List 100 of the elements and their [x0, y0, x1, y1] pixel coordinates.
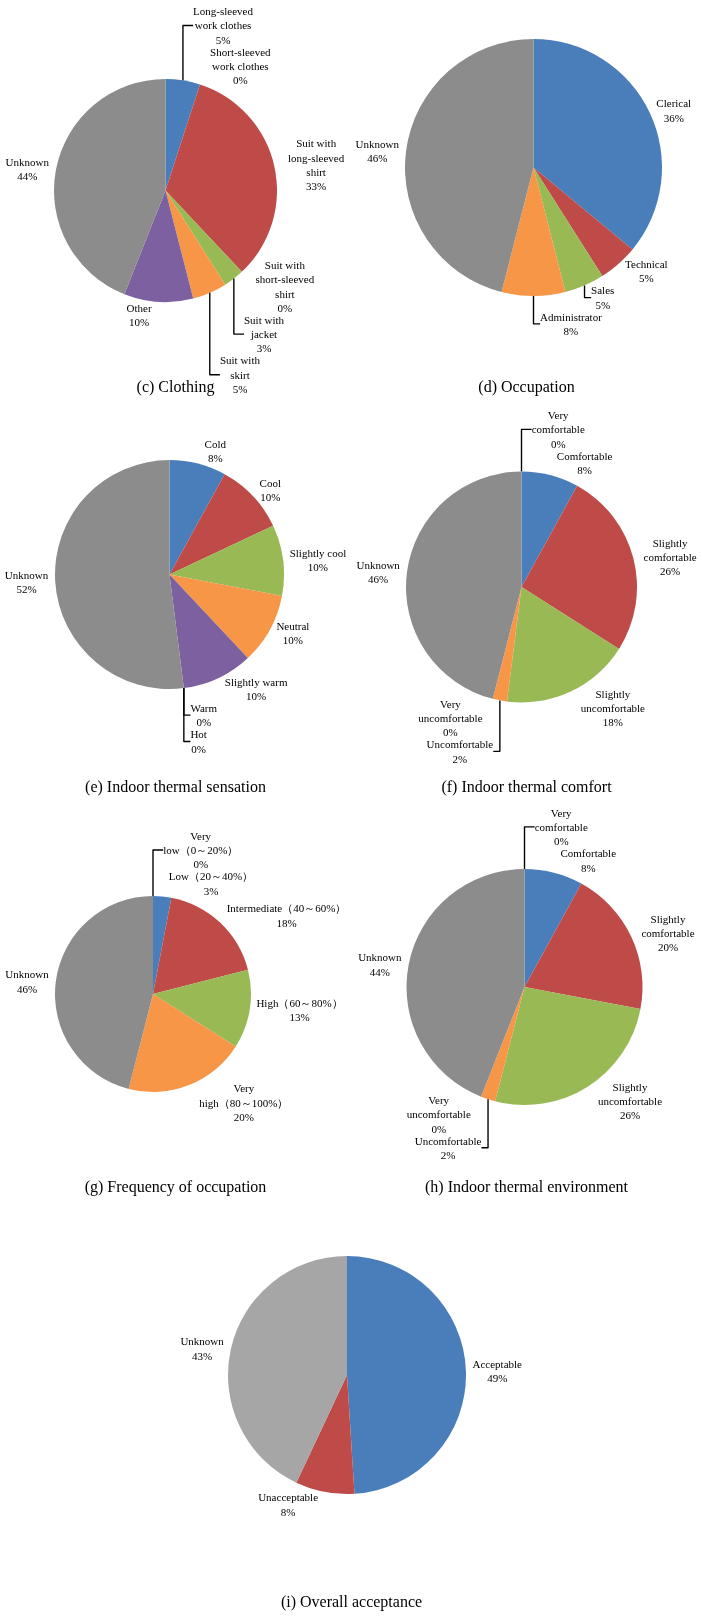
category-label: Very comfortable — [531, 409, 585, 436]
data-label: 10% — [282, 633, 303, 646]
slice-label: Comfortable — [556, 449, 613, 462]
data-label: 3% — [203, 884, 219, 897]
data-label: 8% — [577, 463, 592, 476]
slice-label: Acceptable — [472, 1358, 522, 1371]
pie-slice — [165, 190, 226, 299]
slice-label: Suit with jacket — [243, 313, 285, 341]
data-label: 5% — [232, 383, 248, 396]
data-label: 8% — [207, 452, 223, 465]
data-label: 2% — [452, 752, 468, 765]
category-label: Short-sleeved work clothes — [210, 45, 271, 73]
pie-slice — [55, 896, 153, 1089]
slice-label: Other — [126, 301, 152, 314]
data-label: 44% — [369, 965, 390, 978]
slice-label: Unknown — [355, 138, 400, 151]
pie-slice — [128, 994, 236, 1092]
slice-label: Slightly comfortable — [643, 536, 697, 564]
pie-slice — [406, 869, 525, 1097]
text: 0% — [233, 74, 248, 87]
pie-slice — [346, 1256, 466, 1494]
slice-label: Suit with long-sleeved shirt — [288, 137, 345, 179]
text: 0% — [550, 437, 566, 450]
data-label: 5% — [215, 33, 231, 46]
data-label: 18% — [276, 916, 297, 929]
text: 0% — [431, 1122, 447, 1135]
pie-slice — [501, 167, 566, 296]
pie-slice — [153, 969, 251, 1047]
pie-slice — [406, 471, 522, 699]
data-label: 44% — [17, 170, 38, 183]
data-label: 20% — [657, 941, 679, 954]
slice-label: Unknown — [4, 568, 49, 581]
slice-label: Slightly uncomfortable — [597, 1080, 663, 1108]
data-label: 26% — [660, 565, 681, 578]
data-label: 46% — [16, 982, 38, 995]
text: (e) Indoor thermal sensation — [85, 778, 266, 796]
data-label: 52% — [16, 582, 37, 595]
slice-label: Slightly comfortable — [641, 912, 695, 940]
slice-label: Intermediate（40～60%） — [226, 902, 347, 915]
data-label: 10% — [128, 316, 150, 329]
text: (c) Clothing — [136, 378, 215, 396]
data-label: 49% — [486, 1372, 507, 1385]
data-label: 33% — [306, 180, 327, 193]
slice-label: Technical — [625, 258, 668, 271]
data-label: 10% — [246, 690, 267, 703]
text: 0% — [191, 742, 207, 755]
pie-slice — [524, 883, 643, 1010]
pie-slice — [521, 471, 578, 587]
slice-label: Slightly uncomfortable — [580, 687, 646, 715]
data-label: 43% — [191, 1349, 212, 1362]
text: 0% — [277, 301, 293, 314]
data-label: 46% — [368, 573, 389, 586]
data-label: 5% — [639, 272, 654, 285]
slice-label: Neutral — [276, 619, 310, 632]
pie-slice — [524, 869, 582, 987]
data-label: 10% — [260, 491, 281, 504]
data-label: 26% — [619, 1109, 641, 1122]
pie-slice — [521, 485, 637, 649]
slice-label: Unknown — [356, 559, 401, 572]
slice-label: Uncomfortable — [426, 738, 494, 751]
pie-slice — [481, 987, 525, 1102]
data-label: 10% — [307, 561, 329, 574]
data-label: 8% — [280, 1505, 295, 1518]
data-label: 20% — [233, 1110, 254, 1123]
pie-slice — [124, 190, 194, 302]
slice-label: Clerical — [656, 97, 692, 110]
text: (f) Indoor thermal comfort — [441, 778, 613, 796]
slice-label: Slightly cool — [289, 546, 347, 559]
slice-label: Unknown — [5, 156, 50, 168]
text: 0% — [193, 858, 209, 871]
slice-label: Low（20～40%） — [168, 870, 254, 883]
data-label: 8% — [563, 325, 579, 338]
data-label: 3% — [256, 342, 272, 355]
slice-label: Very high（80～100%） — [199, 1082, 289, 1109]
slice-label: Unacceptable — [257, 1491, 318, 1504]
text: 0% — [443, 726, 458, 739]
slice-label: Cold — [204, 438, 227, 451]
data-label: 36% — [663, 111, 684, 124]
category-label: Suit with short-sleeved shirt — [255, 258, 315, 300]
text: (d) Occupation — [478, 378, 575, 396]
text: (i) Overall acceptance — [280, 1592, 422, 1611]
slice-label: Unknown — [358, 951, 403, 964]
category-label: Very low（0～20%） — [163, 829, 239, 856]
slice-label: Suit with skirt — [219, 354, 261, 381]
category-label: Very comfortable — [534, 806, 588, 833]
slice-label: Comfortable — [560, 847, 617, 860]
category-label: Hot — [190, 728, 207, 741]
data-label: 13% — [289, 1010, 310, 1023]
text: 0% — [553, 835, 569, 848]
category-label: Very uncomfortable — [406, 1093, 471, 1121]
slice-label: Unknown — [5, 968, 50, 981]
slice-label: Uncomfortable — [414, 1134, 482, 1147]
text: 0% — [196, 716, 212, 729]
slice-label: Administrator — [540, 310, 603, 323]
slice-label: Long-sleeved work clothes — [193, 5, 254, 32]
slice-label: Cool — [259, 476, 281, 489]
pie-slice — [169, 460, 225, 575]
pie-slice — [55, 460, 184, 689]
pie-slice — [295, 1375, 354, 1494]
slice-label: High（60～80%） — [256, 996, 343, 1009]
